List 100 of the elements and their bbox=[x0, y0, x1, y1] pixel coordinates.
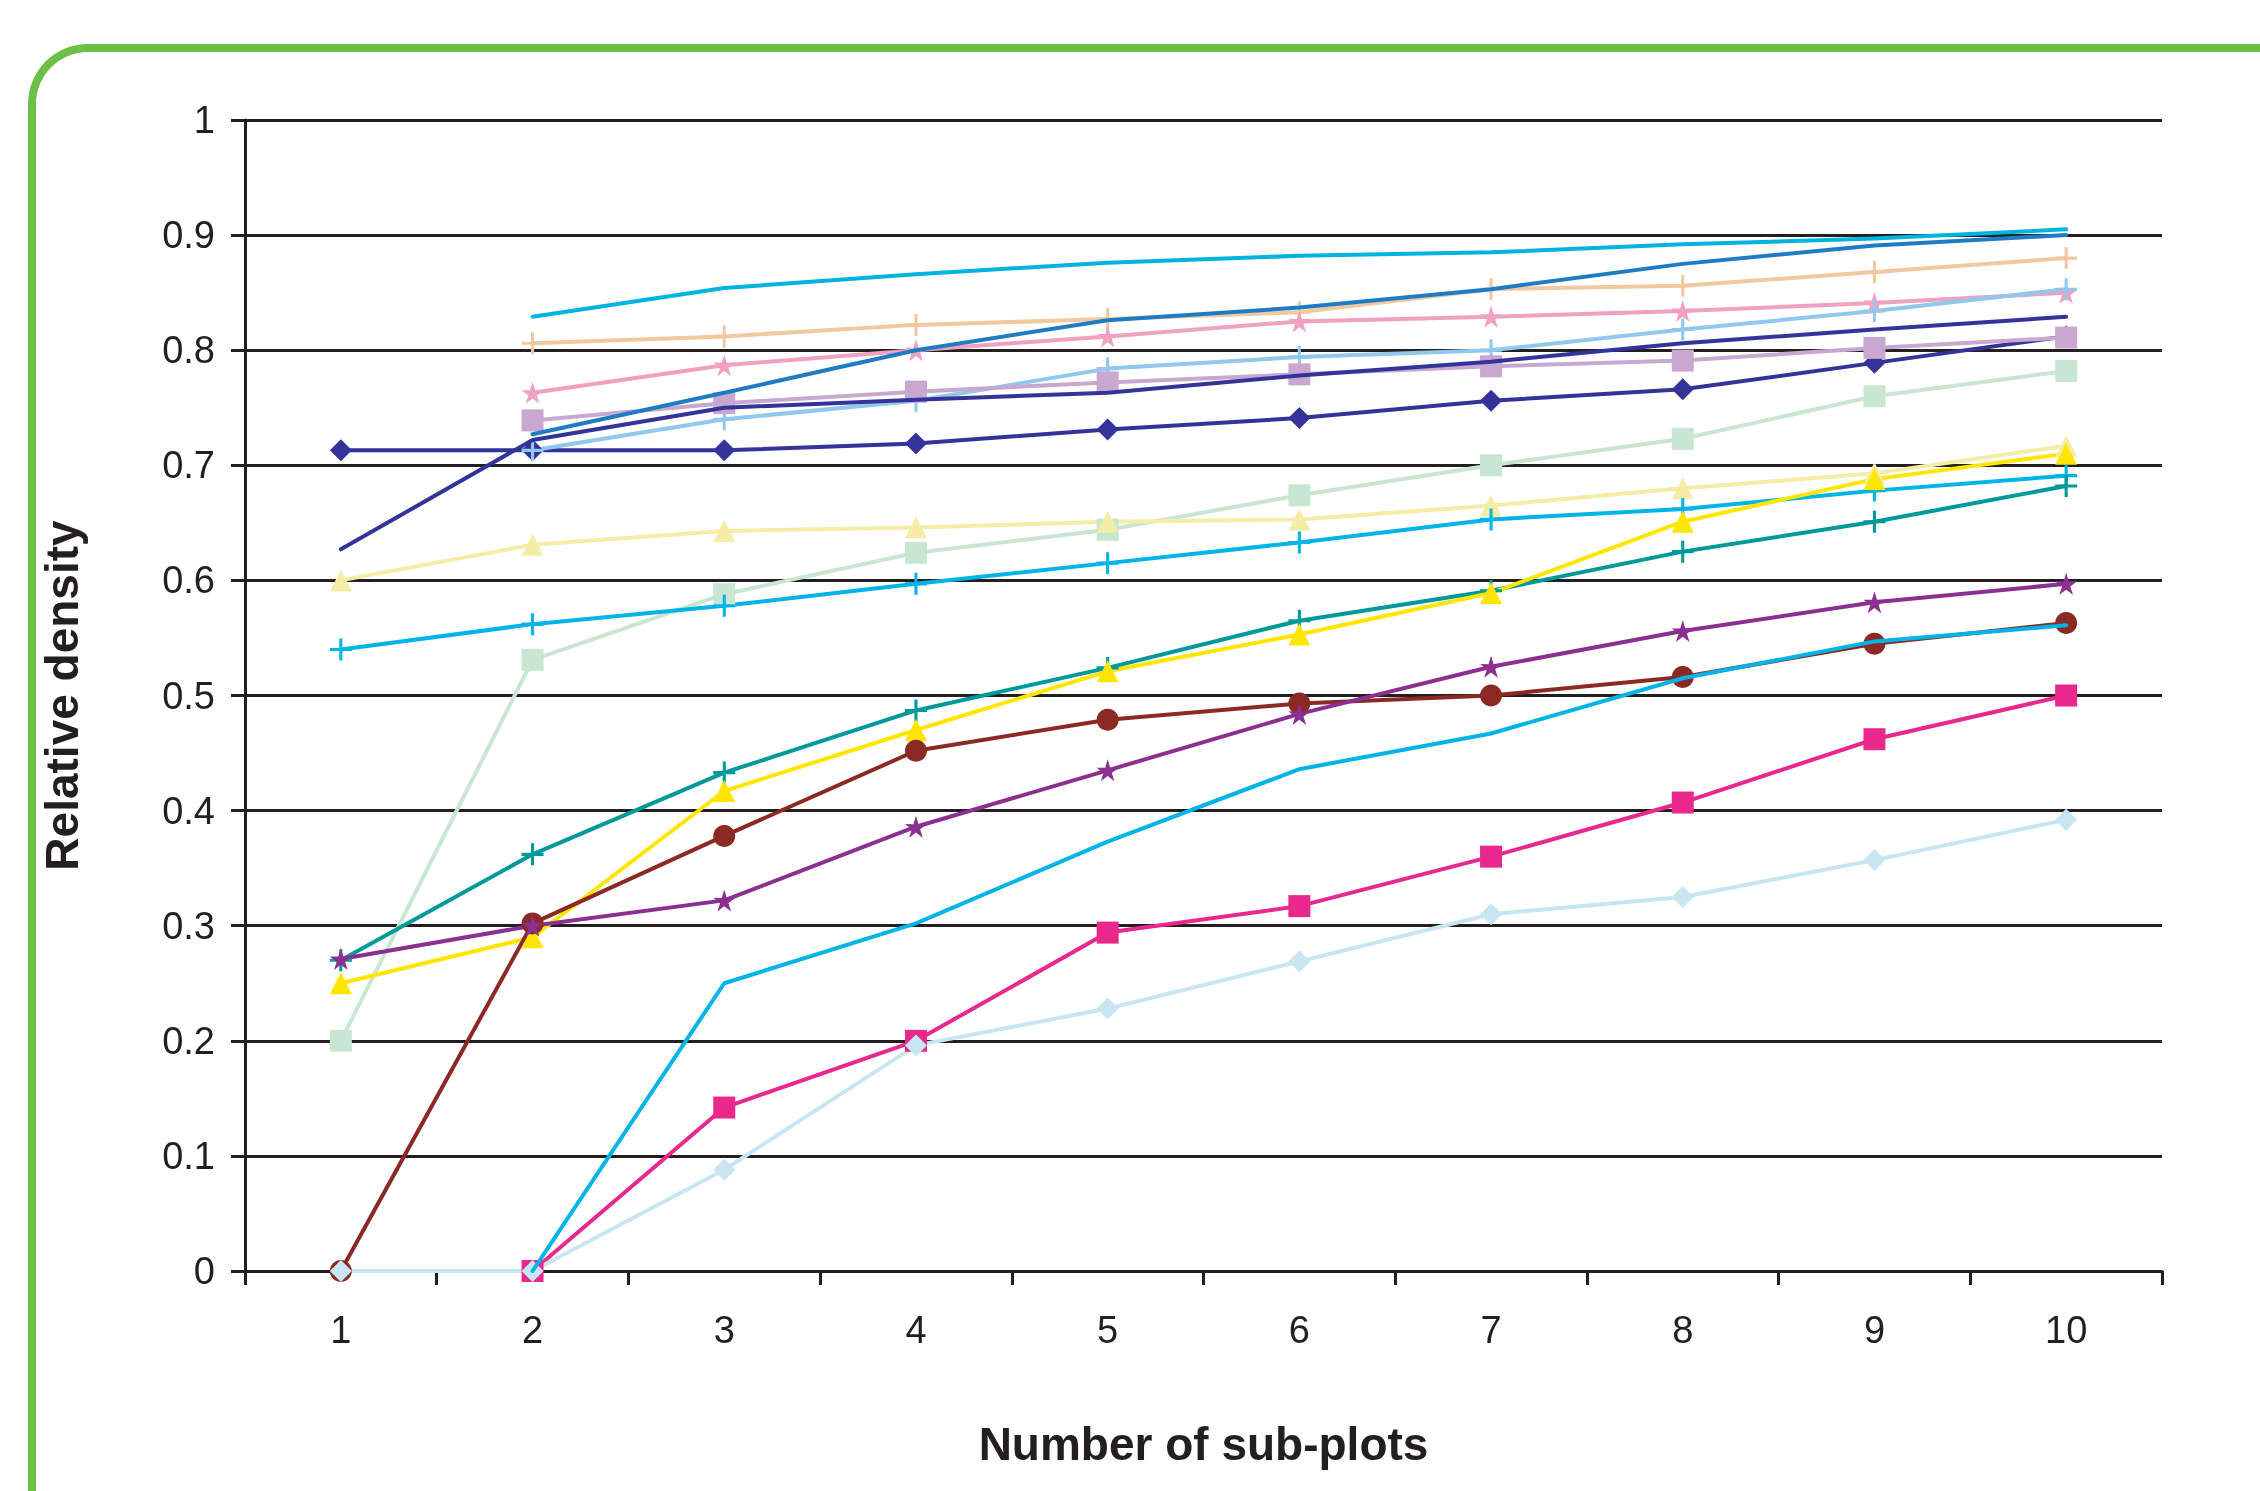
point bbox=[2055, 572, 2078, 595]
point bbox=[521, 409, 544, 432]
point bbox=[1671, 791, 1694, 814]
point bbox=[1288, 484, 1311, 507]
point bbox=[329, 638, 352, 661]
y-tick-label: 0.7 bbox=[162, 444, 215, 487]
point bbox=[713, 780, 736, 803]
point bbox=[1288, 950, 1311, 973]
point bbox=[713, 594, 736, 617]
point bbox=[1480, 508, 1503, 531]
point bbox=[904, 739, 927, 762]
x-tick-label: 3 bbox=[713, 1309, 735, 1351]
point bbox=[329, 972, 352, 995]
point bbox=[1863, 849, 1886, 872]
x-axis-title: Number of sub-plots bbox=[978, 1418, 1429, 1470]
point bbox=[713, 519, 736, 542]
point bbox=[904, 1034, 927, 1057]
x-tick-label: 7 bbox=[1480, 1309, 1502, 1351]
point bbox=[2055, 442, 2078, 465]
y-tick-label: 1 bbox=[193, 99, 215, 141]
point bbox=[1288, 895, 1311, 918]
point bbox=[329, 439, 352, 462]
point bbox=[1671, 378, 1694, 401]
point bbox=[1096, 997, 1119, 1020]
x-tick-label: 6 bbox=[1288, 1309, 1310, 1351]
point bbox=[1863, 385, 1886, 408]
point bbox=[1480, 684, 1503, 707]
point bbox=[329, 1029, 352, 1052]
point bbox=[1671, 885, 1694, 908]
point bbox=[1096, 921, 1119, 944]
point bbox=[904, 719, 927, 742]
y-tick-label: 0 bbox=[193, 1250, 215, 1292]
point bbox=[1096, 418, 1119, 441]
point bbox=[521, 843, 544, 866]
point bbox=[521, 332, 544, 355]
point bbox=[521, 613, 544, 636]
point bbox=[329, 569, 352, 592]
point bbox=[1671, 349, 1694, 372]
x-tick-label: 2 bbox=[521, 1309, 544, 1351]
x-tick-label: 8 bbox=[1672, 1309, 1694, 1351]
point bbox=[1096, 510, 1119, 533]
point bbox=[1096, 325, 1119, 348]
x-tick-label: 5 bbox=[1097, 1309, 1119, 1351]
point bbox=[2055, 475, 2078, 498]
point bbox=[1863, 591, 1886, 614]
point bbox=[1863, 468, 1886, 491]
point bbox=[713, 439, 736, 462]
point bbox=[904, 541, 927, 564]
y-axis-title: Relative density bbox=[36, 519, 88, 871]
y-tick-label: 0.9 bbox=[162, 214, 215, 257]
point bbox=[1288, 508, 1311, 531]
point bbox=[1288, 531, 1311, 554]
point bbox=[1480, 305, 1503, 328]
point bbox=[713, 824, 736, 847]
point bbox=[1288, 702, 1311, 725]
point bbox=[1288, 407, 1311, 430]
x-tick-label: 1 bbox=[330, 1309, 352, 1351]
line-series bbox=[530, 227, 2069, 319]
point bbox=[1671, 540, 1694, 563]
x-tick-label: 9 bbox=[1863, 1309, 1886, 1351]
point bbox=[904, 572, 927, 595]
x-tick-label: 4 bbox=[905, 1309, 927, 1351]
point bbox=[1096, 708, 1119, 731]
x-tick-label: 10 bbox=[2045, 1309, 2088, 1351]
point bbox=[1863, 300, 1886, 323]
point bbox=[2055, 359, 2078, 382]
y-tick-label: 0.1 bbox=[162, 1134, 215, 1177]
point bbox=[1096, 759, 1119, 782]
point bbox=[904, 432, 927, 455]
point bbox=[904, 516, 927, 539]
point bbox=[1480, 903, 1503, 926]
point bbox=[1288, 623, 1311, 646]
point bbox=[1480, 389, 1503, 412]
point bbox=[1671, 318, 1694, 341]
point bbox=[1671, 427, 1694, 450]
point bbox=[1096, 552, 1119, 575]
line-series bbox=[530, 233, 2069, 437]
point bbox=[1288, 310, 1311, 333]
point bbox=[713, 889, 736, 912]
point bbox=[1863, 336, 1886, 359]
point bbox=[521, 533, 544, 556]
point bbox=[713, 761, 736, 784]
point bbox=[713, 1096, 736, 1119]
point bbox=[713, 354, 736, 377]
point bbox=[1671, 510, 1694, 533]
point bbox=[904, 815, 927, 838]
point bbox=[2055, 808, 2078, 831]
point bbox=[521, 648, 544, 671]
y-tick-label: 0.8 bbox=[162, 329, 215, 372]
y-tick-label: 0.5 bbox=[162, 674, 215, 717]
point bbox=[1863, 260, 1886, 283]
y-tick-label: 0.2 bbox=[162, 1019, 215, 1062]
point bbox=[2055, 247, 2078, 270]
point bbox=[713, 325, 736, 348]
y-tick-label: 0.6 bbox=[162, 559, 215, 602]
y-tick-label: 0.4 bbox=[162, 789, 215, 832]
y-tick-label: 0.3 bbox=[162, 904, 215, 947]
point bbox=[1863, 510, 1886, 533]
point bbox=[1863, 728, 1886, 751]
point bbox=[904, 699, 927, 722]
